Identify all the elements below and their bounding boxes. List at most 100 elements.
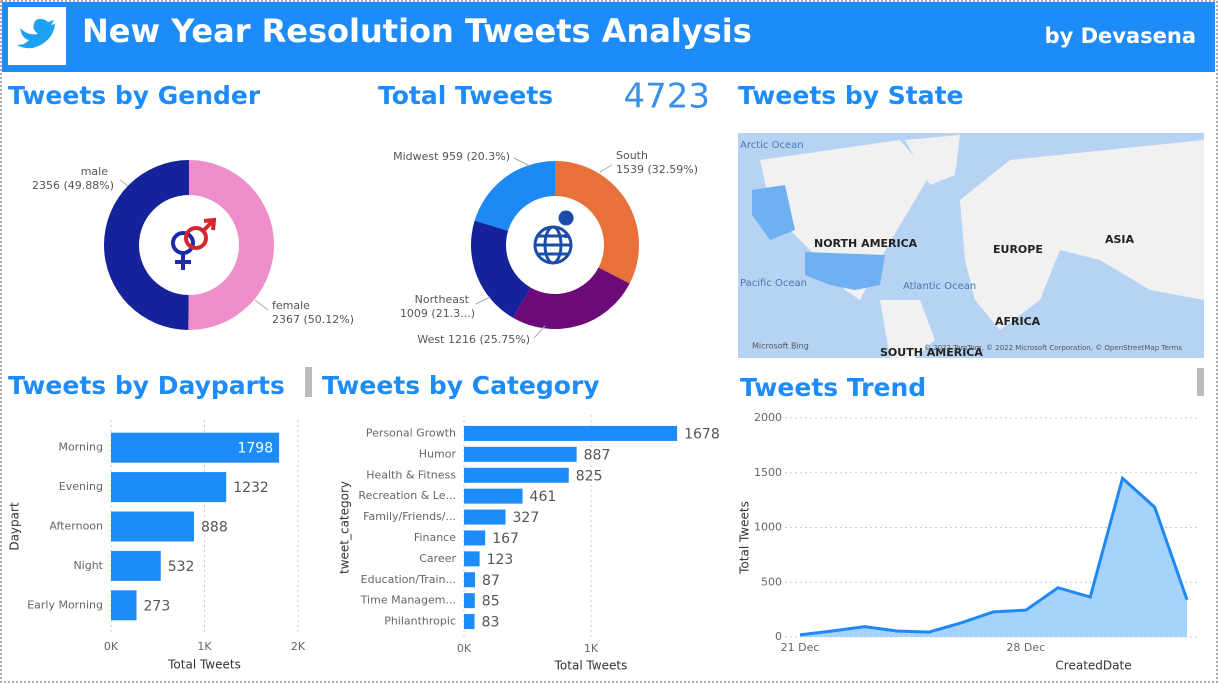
data-label: 1232 xyxy=(233,480,269,496)
slice-value: 959 (20.3%) xyxy=(442,150,510,163)
bar xyxy=(111,472,227,503)
bar xyxy=(464,572,476,588)
header-bar xyxy=(2,2,1215,72)
kpi-value: 4723 xyxy=(623,77,710,117)
donut-slice xyxy=(474,161,555,231)
y-tick-label: Health & Fitness xyxy=(366,468,456,481)
bar xyxy=(464,530,486,546)
map-label: Pacific Ocean xyxy=(740,278,807,289)
slice-label: 1539 (32.59%) xyxy=(616,163,698,176)
kpi-title: Total Tweets xyxy=(378,81,553,110)
donut-slice xyxy=(555,161,639,284)
bar xyxy=(464,488,523,504)
map-label: Arctic Ocean xyxy=(740,140,804,151)
data-label: 273 xyxy=(144,598,171,614)
slice-name: West xyxy=(417,333,445,346)
x-axis-label: CreatedDate xyxy=(1055,659,1131,673)
y-tick-label: Career xyxy=(419,552,456,565)
data-label: 888 xyxy=(201,520,228,536)
chart-title: Tweets by Gender xyxy=(8,81,261,110)
y-tick-label: Recreation & Le... xyxy=(358,489,456,502)
y-tick-label: Family/Friends/... xyxy=(363,510,456,523)
slice-name: male xyxy=(81,165,109,178)
data-label: 87 xyxy=(482,573,500,589)
map-label: Atlantic Ocean xyxy=(903,281,976,292)
twitter-logo xyxy=(17,18,55,49)
globe-icon xyxy=(533,210,574,265)
y-tick-label: Morning xyxy=(58,441,103,454)
map-region xyxy=(752,185,795,240)
leader-line xyxy=(254,299,269,311)
slice-name: female xyxy=(272,299,310,312)
trend-line xyxy=(799,475,1189,637)
leader-line xyxy=(599,164,613,173)
data-label: 1678 xyxy=(684,426,720,442)
y-tick-label: 0 xyxy=(775,630,782,643)
x-tick-label: 0K xyxy=(457,642,472,655)
y-axis-label: Total Tweets xyxy=(738,501,752,575)
x-tick-label: 0K xyxy=(104,640,119,653)
slice-value: 1216 (25.75%) xyxy=(448,333,530,346)
y-tick-label: Afternoon xyxy=(49,520,103,533)
data-label: 532 xyxy=(168,559,195,575)
x-tick-label: 1K xyxy=(584,642,599,655)
slice-label: Midwest 959 (20.3%) xyxy=(393,150,510,163)
y-tick-label: Finance xyxy=(414,531,456,544)
y-tick-label: Personal Growth xyxy=(366,426,456,439)
bar xyxy=(111,550,161,581)
slice-label: 1009 (21.3...) xyxy=(400,307,475,320)
map-land xyxy=(880,300,935,358)
dashboard-title: New Year Resolution Tweets Analysis xyxy=(82,12,752,50)
leader-line xyxy=(533,325,546,339)
slice-name: South xyxy=(616,149,648,162)
map-label: ASIA xyxy=(1105,233,1135,246)
slice-name: Midwest xyxy=(393,150,439,163)
data-label: 123 xyxy=(487,552,514,568)
map-land xyxy=(905,135,960,185)
leader-line xyxy=(475,296,491,305)
bar xyxy=(111,590,137,621)
slice-name: Northeast xyxy=(415,293,470,306)
map-region xyxy=(805,252,885,290)
bar xyxy=(464,593,475,609)
map-label: EUROPE xyxy=(993,243,1043,256)
scroll-handle xyxy=(305,367,312,397)
data-label: 327 xyxy=(513,510,540,526)
data-label: 825 xyxy=(576,468,603,484)
map-label: SOUTH AMERICA xyxy=(880,346,983,359)
y-tick-label: Night xyxy=(73,559,103,572)
data-label: 167 xyxy=(492,531,519,547)
y-tick-label: Education/Train... xyxy=(361,573,456,586)
y-tick-label: 2000 xyxy=(754,411,782,424)
y-tick-label: Humor xyxy=(419,447,457,460)
x-tick-label: 2K xyxy=(291,640,306,653)
map-label: AFRICA xyxy=(995,315,1041,328)
bar xyxy=(464,446,577,462)
data-label: 85 xyxy=(482,594,500,610)
map: Arctic Ocean NORTH AMERICA EUROPE ASIA P… xyxy=(738,133,1204,359)
byline: by Devasena xyxy=(1045,24,1196,48)
slice-label: 2367 (50.12%) xyxy=(272,313,354,326)
donut-slice xyxy=(188,160,275,330)
x-axis-label: Total Tweets xyxy=(167,658,241,672)
bar xyxy=(464,551,480,567)
bar xyxy=(111,432,280,463)
gender-icon xyxy=(171,217,217,270)
data-label: 461 xyxy=(530,489,557,505)
data-label: 887 xyxy=(584,447,611,463)
map-land xyxy=(960,140,1204,330)
y-tick-label: 1500 xyxy=(754,466,782,479)
chart-title: Tweets by Category xyxy=(322,371,600,400)
x-axis-label: Total Tweets xyxy=(554,659,628,673)
bar xyxy=(464,467,569,483)
data-label: 83 xyxy=(482,615,500,631)
bar xyxy=(464,509,506,525)
leader-line xyxy=(513,157,531,167)
map-land xyxy=(760,140,930,300)
data-label: 1798 xyxy=(237,441,273,457)
donut-slice xyxy=(104,160,189,330)
bar xyxy=(111,511,195,542)
map-label: NORTH AMERICA xyxy=(814,237,918,250)
y-axis-label: tweet_category xyxy=(338,481,352,574)
y-tick-label: Early Morning xyxy=(27,598,103,611)
